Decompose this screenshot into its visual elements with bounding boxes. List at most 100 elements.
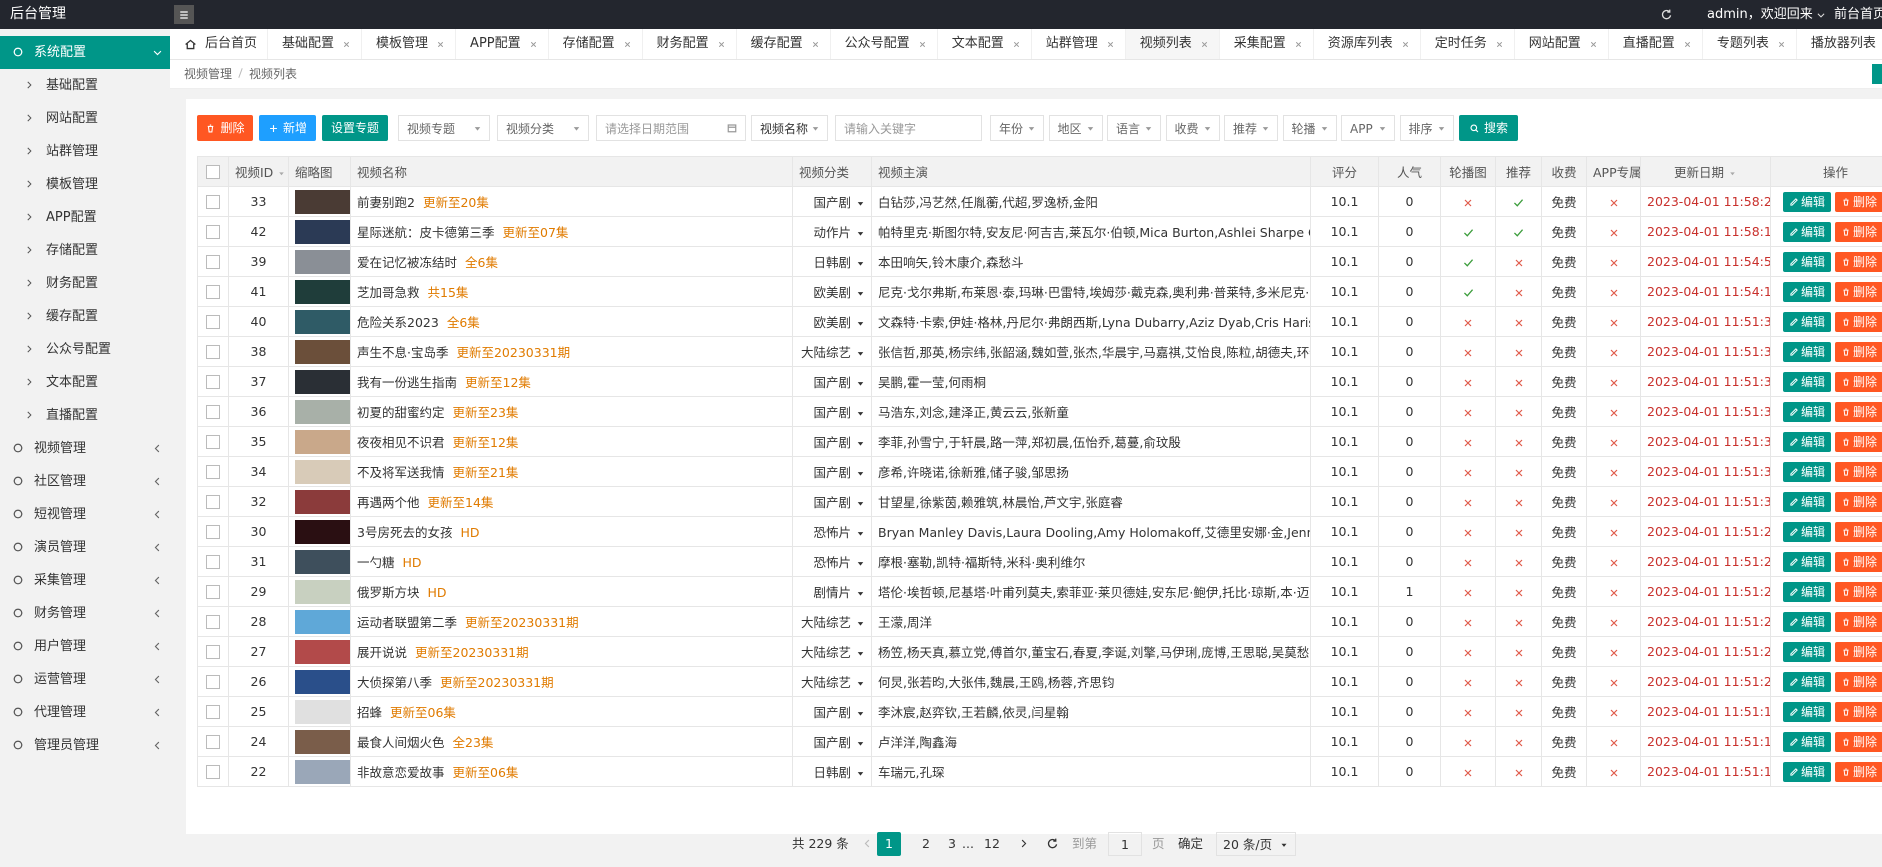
edit-button[interactable]: 编辑 bbox=[1783, 461, 1832, 482]
checkbox[interactable] bbox=[206, 495, 220, 510]
menu-group[interactable]: 代理管理 bbox=[0, 696, 170, 729]
checkbox[interactable] bbox=[206, 345, 220, 360]
menu-item[interactable]: 文本配置 bbox=[0, 366, 170, 399]
edit-button[interactable]: 编辑 bbox=[1783, 701, 1832, 722]
search-button[interactable]: 搜索 bbox=[1459, 115, 1518, 141]
filter-select[interactable]: 排序 bbox=[1399, 115, 1454, 141]
tab[interactable]: 存储配置 bbox=[549, 29, 643, 59]
checkbox[interactable] bbox=[206, 195, 220, 210]
home-link[interactable]: 前台首页 bbox=[1834, 7, 1882, 22]
toolbar-button[interactable]: 设置专题 bbox=[322, 115, 388, 141]
tab[interactable]: 资源库列表 bbox=[1314, 29, 1421, 59]
delete-button[interactable]: 删除 bbox=[1835, 581, 1882, 602]
checkbox[interactable] bbox=[206, 375, 220, 390]
checkbox[interactable] bbox=[206, 225, 220, 240]
menu-group[interactable]: 短视管理 bbox=[0, 498, 170, 531]
delete-button[interactable]: 删除 bbox=[1835, 731, 1882, 752]
edit-button[interactable]: 编辑 bbox=[1783, 611, 1832, 632]
page-link[interactable]: 3 bbox=[948, 836, 956, 851]
menu-item[interactable]: 直播配置 bbox=[0, 399, 170, 432]
checkbox[interactable] bbox=[206, 765, 220, 780]
checkbox[interactable] bbox=[206, 465, 220, 480]
filter-select[interactable]: APP bbox=[1341, 115, 1395, 141]
toolbar-button[interactable]: 新增 bbox=[259, 115, 316, 141]
menu-group[interactable]: 财务管理 bbox=[0, 597, 170, 630]
menu-group[interactable]: 用户管理 bbox=[0, 630, 170, 663]
filter-select[interactable]: 语言 bbox=[1107, 115, 1161, 141]
user-menu[interactable]: admin，欢迎回来 bbox=[1707, 0, 1826, 29]
edit-button[interactable]: 编辑 bbox=[1783, 731, 1832, 752]
delete-button[interactable]: 删除 bbox=[1835, 191, 1882, 212]
menu-item[interactable]: 公众号配置 bbox=[0, 333, 170, 366]
menu-item[interactable]: 缓存配置 bbox=[0, 300, 170, 333]
delete-button[interactable]: 删除 bbox=[1835, 401, 1882, 422]
edit-button[interactable]: 编辑 bbox=[1783, 311, 1832, 332]
menu-group[interactable]: 社区管理 bbox=[0, 465, 170, 498]
tab[interactable]: 站群管理 bbox=[1032, 29, 1126, 59]
edit-button[interactable]: 编辑 bbox=[1783, 431, 1832, 452]
tab[interactable]: 采集配置 bbox=[1220, 29, 1314, 59]
delete-button[interactable]: 删除 bbox=[1835, 461, 1882, 482]
filter-select[interactable]: 收费 bbox=[1165, 115, 1220, 141]
menu-group[interactable]: 运营管理 bbox=[0, 663, 170, 696]
page-link[interactable]: ... bbox=[962, 836, 974, 851]
checkbox[interactable] bbox=[206, 555, 220, 570]
goto-input[interactable]: 1 bbox=[1108, 832, 1142, 856]
edit-button[interactable]: 编辑 bbox=[1783, 401, 1832, 422]
edit-button[interactable]: 编辑 bbox=[1783, 551, 1832, 572]
delete-button[interactable]: 删除 bbox=[1835, 701, 1882, 722]
edit-button[interactable]: 编辑 bbox=[1783, 371, 1832, 392]
filter-select[interactable]: 推荐 bbox=[1224, 115, 1278, 141]
page-link[interactable]: 2 bbox=[922, 836, 930, 851]
edit-button[interactable]: 编辑 bbox=[1783, 671, 1832, 692]
page-link[interactable]: 1 bbox=[877, 832, 901, 856]
menu-group[interactable]: 采集管理 bbox=[0, 564, 170, 597]
breadcrumb-item[interactable]: 视频管理 bbox=[184, 67, 233, 81]
checkbox[interactable] bbox=[206, 585, 220, 600]
checkbox[interactable] bbox=[206, 705, 220, 720]
confirm-button[interactable]: 确定 bbox=[1178, 836, 1204, 851]
tab[interactable]: APP配置 bbox=[456, 29, 549, 59]
checkbox[interactable] bbox=[206, 255, 220, 270]
delete-button[interactable]: 删除 bbox=[1835, 521, 1882, 542]
checkbox[interactable] bbox=[206, 315, 220, 330]
checkbox[interactable] bbox=[206, 165, 220, 180]
menu-item[interactable]: 存储配置 bbox=[0, 234, 170, 267]
delete-button[interactable]: 删除 bbox=[1835, 251, 1882, 272]
delete-button[interactable]: 删除 bbox=[1835, 491, 1882, 512]
edit-button[interactable]: 编辑 bbox=[1783, 641, 1832, 662]
checkbox[interactable] bbox=[206, 285, 220, 300]
edit-button[interactable]: 编辑 bbox=[1783, 521, 1832, 542]
tab[interactable]: 专题列表 bbox=[1703, 29, 1797, 59]
tab[interactable]: 财务配置 bbox=[643, 29, 737, 59]
menu-group[interactable]: 系统配置 bbox=[0, 36, 170, 69]
checkbox[interactable] bbox=[206, 435, 220, 450]
delete-button[interactable]: 删除 bbox=[1835, 281, 1882, 302]
delete-button[interactable]: 删除 bbox=[1835, 611, 1882, 632]
tab[interactable]: 定时任务 bbox=[1421, 29, 1515, 59]
menu-item[interactable]: 站群管理 bbox=[0, 135, 170, 168]
filter-select[interactable]: 年份 bbox=[990, 115, 1044, 141]
delete-button[interactable]: 删除 bbox=[1835, 641, 1882, 662]
edit-button[interactable]: 编辑 bbox=[1783, 581, 1832, 602]
toolbar-button[interactable]: 删除 bbox=[197, 115, 253, 141]
checkbox[interactable] bbox=[206, 645, 220, 660]
page-size[interactable]: 20 条/页 bbox=[1216, 832, 1296, 856]
checkbox[interactable] bbox=[206, 675, 220, 690]
date-input[interactable]: 请选择日期范围 bbox=[596, 115, 746, 141]
delete-button[interactable]: 删除 bbox=[1835, 431, 1882, 452]
menu-item[interactable]: 模板管理 bbox=[0, 168, 170, 201]
edit-button[interactable]: 编辑 bbox=[1783, 221, 1832, 242]
page-link[interactable]: 12 bbox=[984, 836, 1000, 851]
filter-select[interactable]: 轮播 bbox=[1282, 115, 1337, 141]
delete-button[interactable]: 删除 bbox=[1835, 671, 1882, 692]
menu-toggle[interactable] bbox=[174, 5, 194, 24]
menu-group[interactable]: 视频管理 bbox=[0, 432, 170, 465]
tab[interactable]: 播放器列表 bbox=[1797, 29, 1882, 59]
select[interactable]: 视频分类 bbox=[497, 115, 589, 141]
checkbox[interactable] bbox=[206, 735, 220, 750]
tab[interactable]: 基础配置 bbox=[268, 29, 363, 59]
menu-item[interactable]: APP配置 bbox=[0, 201, 170, 234]
tab[interactable]: 文本配置 bbox=[938, 29, 1032, 59]
delete-button[interactable]: 删除 bbox=[1835, 551, 1882, 572]
